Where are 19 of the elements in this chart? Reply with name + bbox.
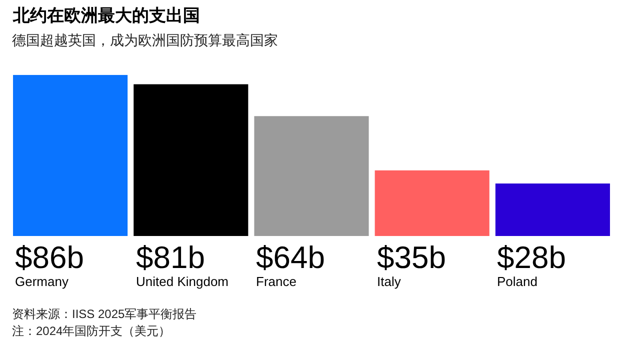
chart-title: 北约在欧洲最大的支出国 bbox=[12, 6, 200, 25]
bar bbox=[13, 74, 128, 236]
chart-subtitle: 德国超越英国，成为欧洲国防预算最高国家 bbox=[12, 32, 278, 48]
x-tick-label: United Kingdom bbox=[136, 274, 228, 289]
data-label: $28b bbox=[497, 240, 566, 275]
text: 注：2024年国防开支（美元） bbox=[12, 324, 171, 338]
x-tick-label: Italy bbox=[377, 274, 402, 289]
data-label: $64b bbox=[256, 240, 325, 275]
data-label: $35b bbox=[377, 240, 446, 275]
bar bbox=[495, 184, 610, 236]
text: 资料来源：IISS 2025军事平衡报告 bbox=[12, 307, 197, 321]
x-tick-label: Germany bbox=[15, 274, 69, 289]
bar bbox=[374, 170, 490, 236]
x-tick-label: Poland bbox=[497, 274, 538, 289]
data-label: $86b bbox=[15, 240, 84, 275]
bar bbox=[254, 116, 369, 236]
x-tick-label: France bbox=[256, 274, 296, 289]
bar bbox=[134, 84, 248, 236]
data-label: $81b bbox=[136, 240, 205, 275]
